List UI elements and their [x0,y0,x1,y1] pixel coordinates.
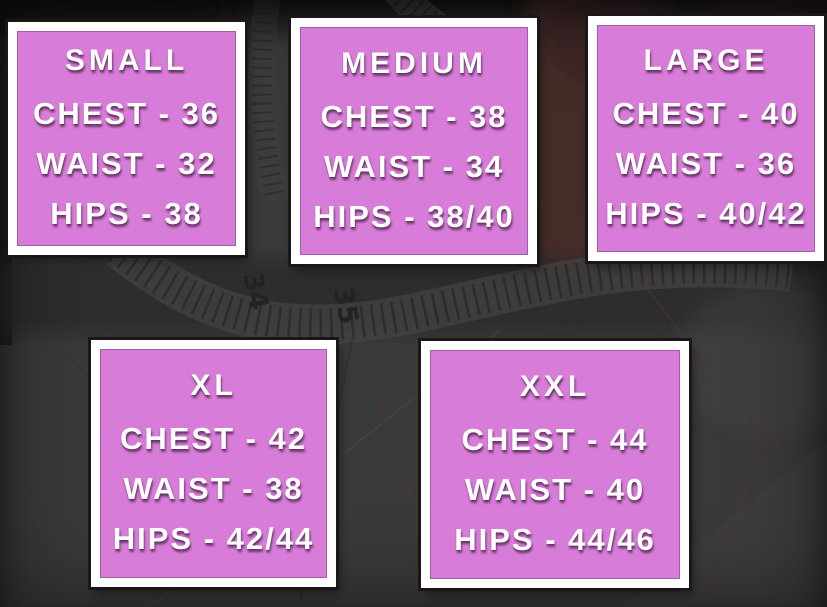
tape-number: 35 [327,284,364,326]
measurement-row-waist: WAIST - 40 [464,472,646,507]
size-label: LARGE [643,44,769,77]
size-card-xxl: XXL CHEST - 44 WAIST - 40 HIPS - 44/46 [421,341,689,588]
thread-line [699,429,771,607]
measurement-row-waist: WAIST - 32 [36,146,217,181]
background-highlight [675,285,827,435]
size-card-xl: XL CHEST - 42 WAIST - 38 HIPS - 42/44 [91,340,336,587]
tape-number: 34 [236,270,274,313]
measurement-row-chest: CHEST - 40 [612,96,800,131]
size-card-body: LARGE CHEST - 40 WAIST - 36 HIPS - 40/42 [597,25,815,252]
measurement-row-hips: HIPS - 38/40 [313,198,515,234]
size-label: MEDIUM [341,46,487,80]
thread-line [639,279,806,471]
measuring-tape-band [105,232,795,345]
size-card-body: XXL CHEST - 44 WAIST - 40 HIPS - 44/46 [430,350,680,579]
size-card-medium: MEDIUM CHEST - 38 WAIST - 34 HIPS - 38/4… [291,18,537,264]
measuring-tape-band [248,0,289,203]
measurement-row-waist: WAIST - 36 [615,146,797,181]
measurement-row-waist: WAIST - 38 [123,471,304,506]
measuring-tape-ticks [251,0,286,203]
size-card-body: MEDIUM CHEST - 38 WAIST - 34 HIPS - 38/4… [300,27,528,255]
measurement-row-hips: HIPS - 38 [50,196,203,231]
measurement-row-chest: CHEST - 44 [461,422,649,457]
size-label: XL [190,369,237,402]
size-label: SMALL [64,44,189,77]
measurement-row-chest: CHEST - 36 [32,96,221,131]
measurement-row-waist: WAIST - 34 [323,148,505,184]
measurement-row-chest: CHEST - 42 [119,421,308,456]
size-label: XXL [519,370,591,403]
size-card-body: SMALL CHEST - 36 WAIST - 32 HIPS - 38 [17,31,236,246]
size-card-body: XL CHEST - 42 WAIST - 38 HIPS - 42/44 [100,349,327,578]
size-card-large: LARGE CHEST - 40 WAIST - 36 HIPS - 40/42 [588,16,824,261]
measurement-row-hips: HIPS - 44/46 [454,522,656,557]
size-card-small: SMALL CHEST - 36 WAIST - 32 HIPS - 38 [8,22,245,255]
thread-line [0,479,91,607]
measurement-row-chest: CHEST - 38 [320,98,508,134]
measurement-row-hips: HIPS - 42/44 [112,521,315,556]
measurement-row-hips: HIPS - 40/42 [605,196,807,231]
